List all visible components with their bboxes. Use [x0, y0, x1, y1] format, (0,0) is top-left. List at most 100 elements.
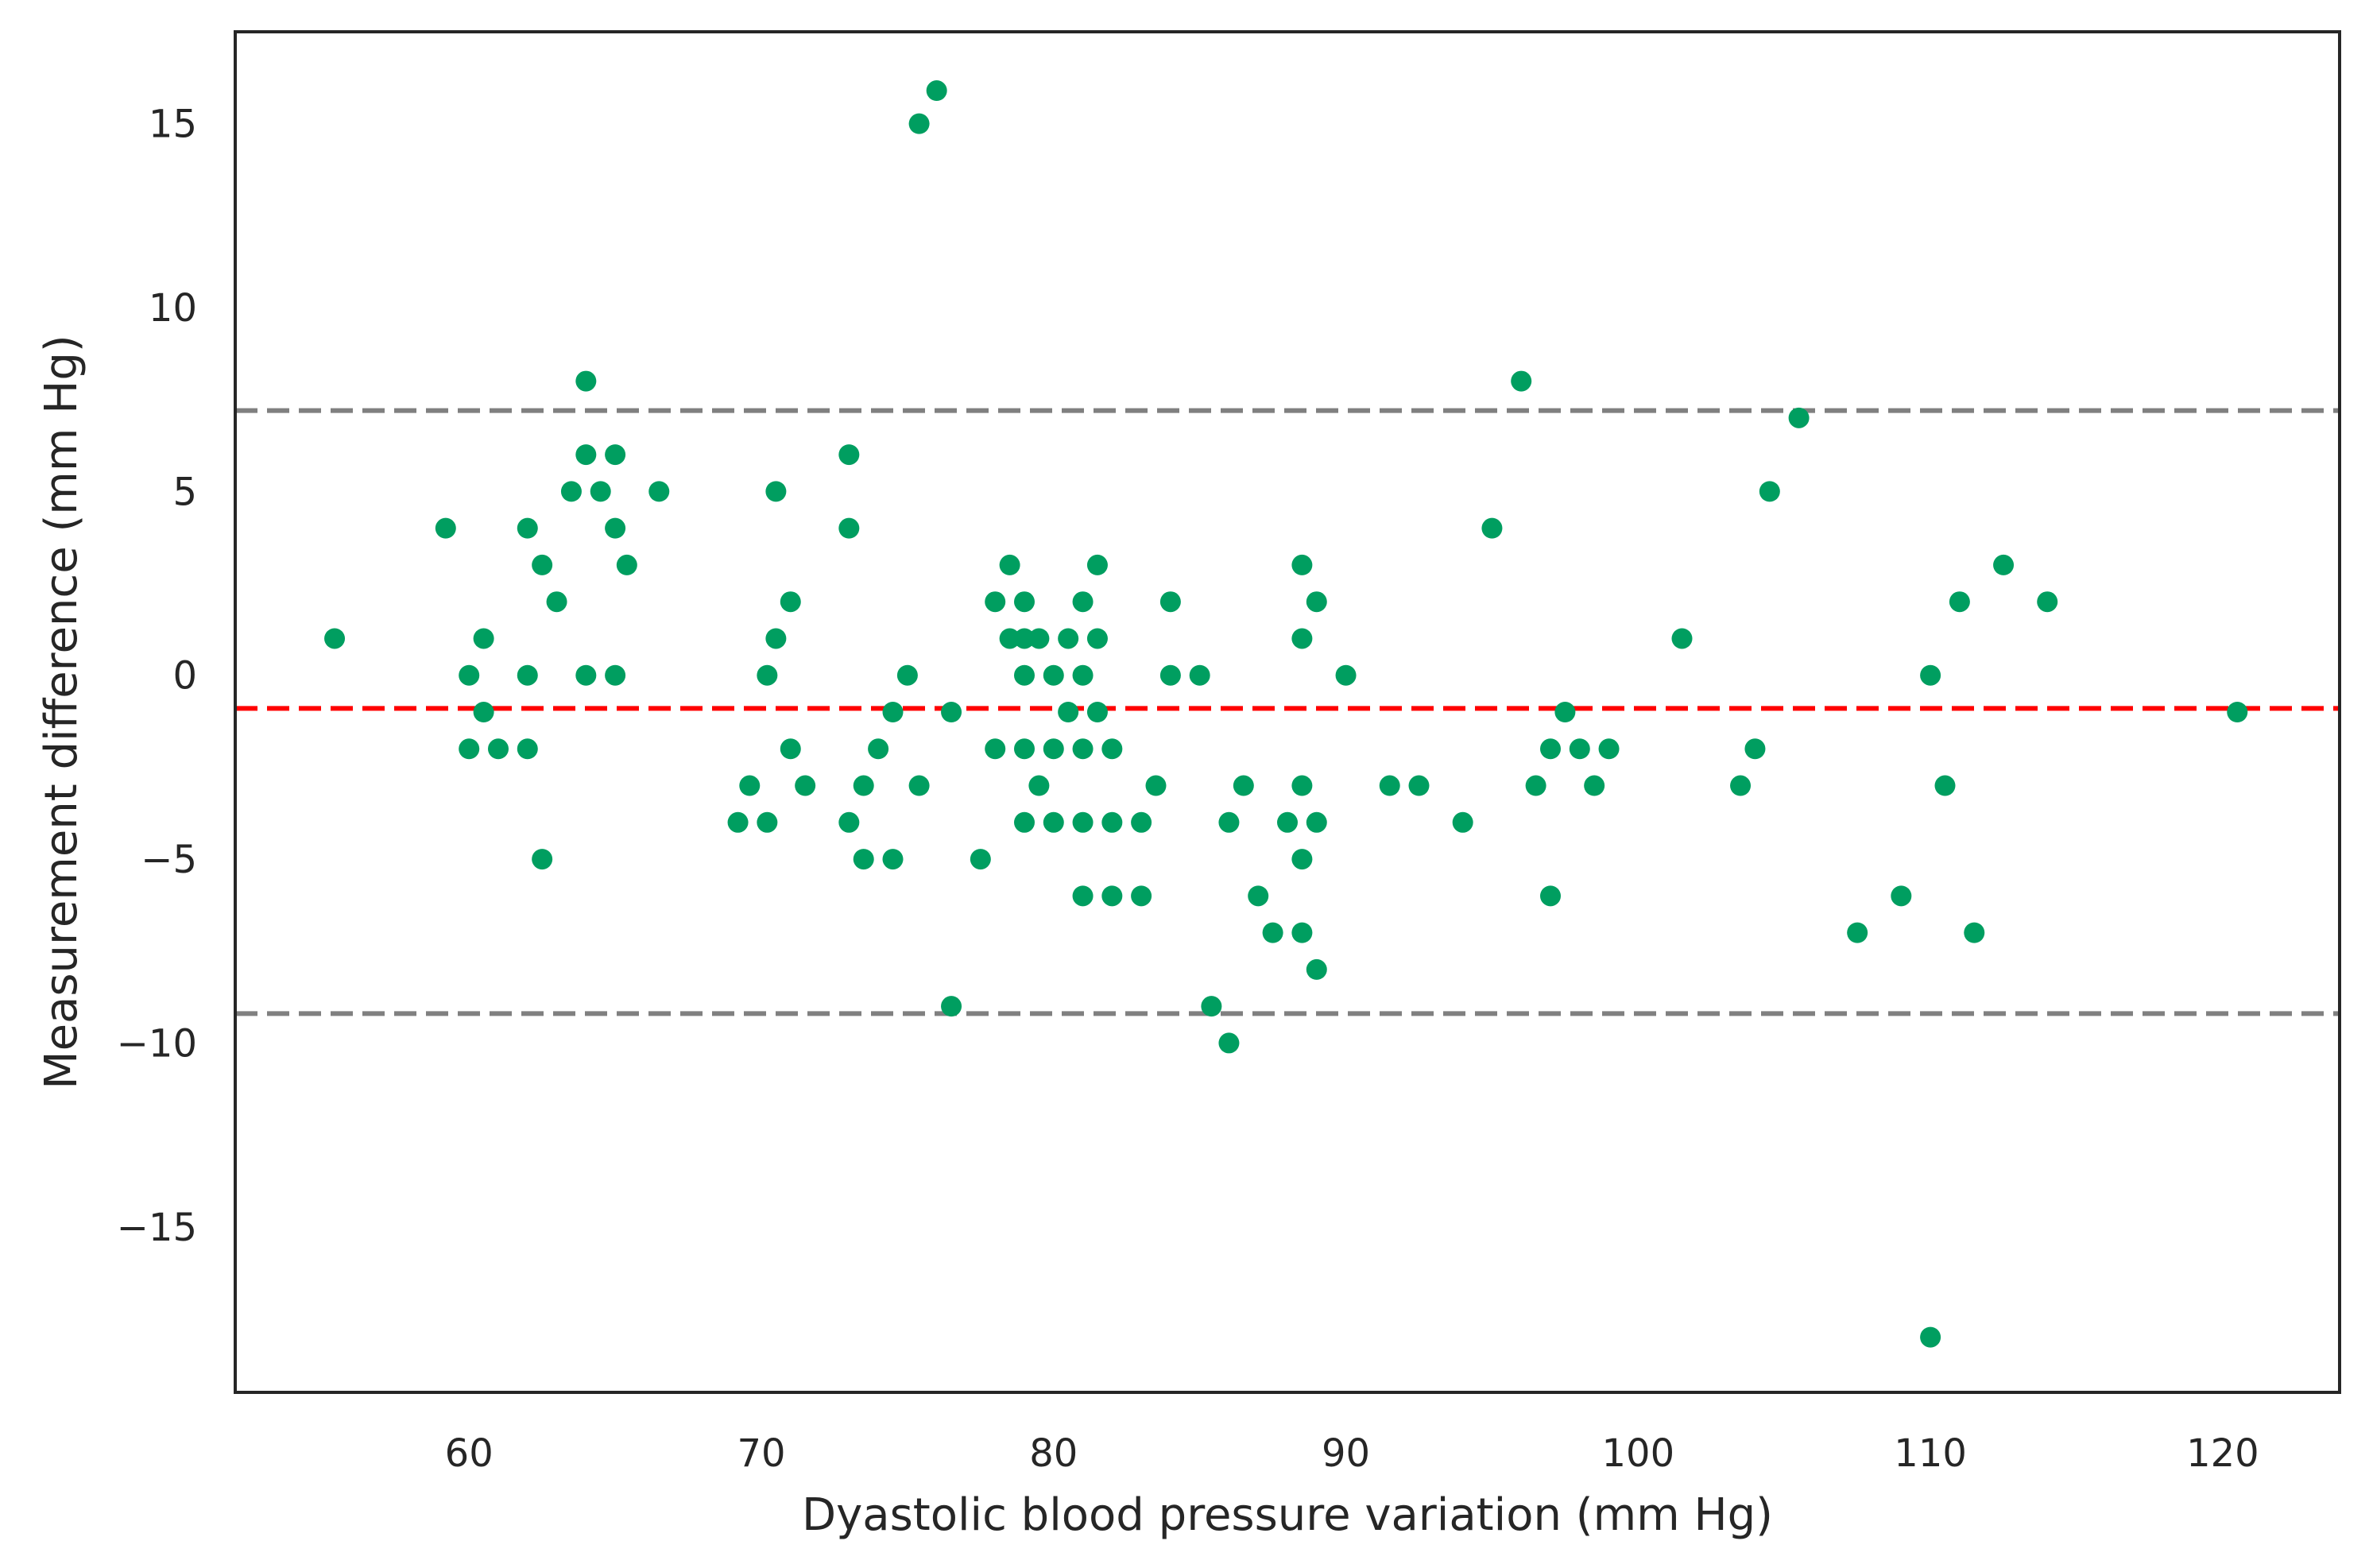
data-point: [1072, 591, 1094, 613]
data-point: [1291, 775, 1313, 796]
data-point: [941, 996, 962, 1017]
y-tick-label: 10: [149, 286, 197, 331]
data-point: [616, 554, 637, 575]
y-tick-label: 0: [172, 654, 197, 699]
data-point: [648, 481, 670, 502]
data-point: [459, 738, 480, 760]
data-point: [838, 517, 860, 539]
data-point: [838, 811, 860, 833]
data-point: [1072, 664, 1094, 686]
data-point: [1291, 922, 1313, 943]
data-point: [1014, 628, 1035, 649]
data-point: [1306, 958, 1327, 980]
data-point: [882, 849, 904, 870]
data-point: [1058, 628, 1079, 649]
data-point: [757, 811, 778, 833]
data-point: [780, 591, 801, 613]
data-point: [1598, 738, 1620, 760]
data-point: [546, 591, 567, 613]
data-point: [1511, 370, 1532, 392]
data-point: [1201, 996, 1222, 1017]
data-point: [908, 775, 930, 796]
data-point: [1101, 885, 1123, 907]
data-point: [1671, 628, 1693, 649]
x-tick-label: 80: [1029, 1431, 1078, 1476]
data-point: [560, 481, 582, 502]
data-point: [1291, 849, 1313, 870]
data-point: [517, 517, 538, 539]
data-point: [575, 664, 597, 686]
data-point: [853, 849, 874, 870]
data-point: [1101, 738, 1123, 760]
data-point: [473, 702, 494, 722]
data-point: [1949, 591, 1970, 613]
data-point: [1014, 664, 1035, 686]
data-point: [459, 664, 480, 686]
data-point: [757, 664, 778, 686]
data-point: [1072, 811, 1094, 833]
data-point: [727, 811, 749, 833]
y-tick-label: −10: [117, 1021, 197, 1066]
data-point: [1964, 922, 1985, 943]
data-point: [1554, 702, 1576, 722]
data-point: [532, 849, 553, 870]
x-tick-label: 100: [1602, 1431, 1675, 1476]
data-point: [1248, 885, 1269, 907]
data-point: [970, 849, 991, 870]
data-point: [1086, 628, 1108, 649]
data-point: [1379, 775, 1400, 796]
data-point: [1014, 811, 1035, 833]
data-point: [1408, 775, 1430, 796]
data-point: [853, 775, 874, 796]
x-tick-label: 70: [737, 1431, 785, 1476]
data-point: [1262, 922, 1283, 943]
y-tick-label: 15: [149, 103, 197, 147]
x-tick-label: 110: [1894, 1431, 1967, 1476]
data-point: [1028, 775, 1050, 796]
data-point: [908, 113, 930, 134]
data-point: [896, 664, 918, 686]
data-point: [795, 775, 816, 796]
data-point: [575, 370, 597, 392]
data-point: [1131, 811, 1152, 833]
plot-frame: [234, 30, 2341, 1394]
data-point: [739, 775, 761, 796]
data-point: [765, 481, 787, 502]
x-axis-title: Dyastolic blood pressure variation (mm H…: [802, 1489, 1773, 1541]
scatter-points: [324, 80, 2248, 1348]
data-point: [882, 702, 904, 722]
x-tick-label: 120: [2186, 1431, 2259, 1476]
data-point: [1159, 591, 1181, 613]
data-point: [605, 664, 626, 686]
data-point: [575, 444, 597, 466]
data-point: [1306, 811, 1327, 833]
data-point: [868, 738, 889, 760]
data-point: [1043, 811, 1064, 833]
data-point: [1306, 591, 1327, 613]
data-point: [1788, 407, 1810, 428]
data-point: [1920, 1326, 1941, 1348]
data-point: [1189, 664, 1210, 686]
y-tick-label: −15: [117, 1206, 197, 1250]
data-point: [1730, 775, 1752, 796]
data-point: [1014, 738, 1035, 760]
data-point: [517, 664, 538, 686]
data-point: [324, 628, 346, 649]
data-point: [605, 517, 626, 539]
x-tick-label: 60: [445, 1431, 494, 1476]
y-axis-title: Measurement difference (mm Hg): [36, 335, 87, 1089]
data-point: [985, 738, 1006, 760]
data-point: [1934, 775, 1956, 796]
y-axis-ticks: 15 10 5 0 −5 −10 −15: [117, 103, 197, 1250]
data-point: [1540, 885, 1561, 907]
data-point: [1847, 922, 1868, 943]
data-point: [1569, 738, 1590, 760]
data-point: [532, 554, 553, 575]
data-point: [941, 702, 962, 722]
data-point: [473, 628, 494, 649]
data-point: [1744, 738, 1766, 760]
y-tick-label: 5: [172, 470, 197, 514]
data-point: [1481, 517, 1503, 539]
